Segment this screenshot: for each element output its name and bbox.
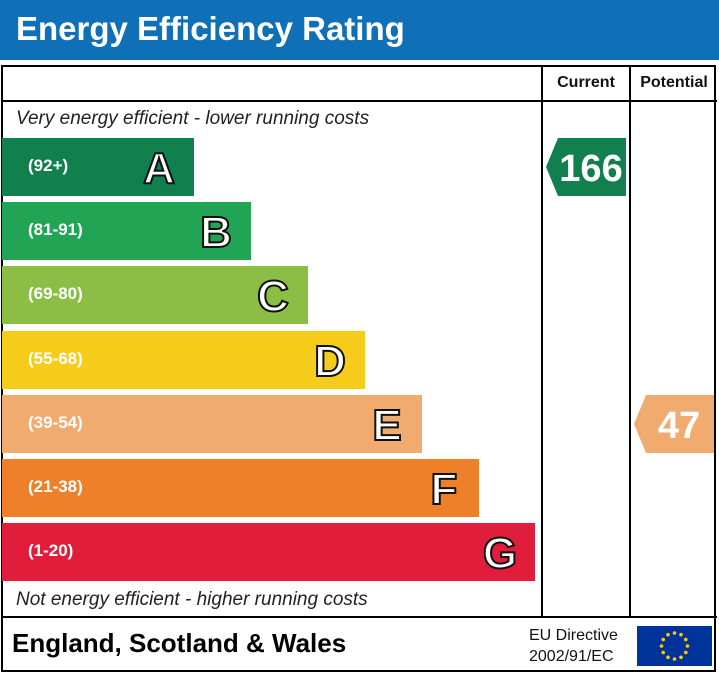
band-range-label: (92+) bbox=[28, 156, 69, 175]
band-letter: D bbox=[307, 331, 353, 389]
rating-band-a: (92+) A bbox=[2, 138, 194, 196]
band-letter: F bbox=[421, 459, 467, 517]
current-column-header: Current bbox=[557, 74, 615, 91]
column-divider bbox=[541, 65, 543, 618]
svg-text:C: C bbox=[257, 272, 289, 321]
band-range-label: (81-91) bbox=[28, 220, 83, 239]
rating-value: 166 bbox=[559, 148, 622, 190]
band-letter: B bbox=[193, 202, 239, 260]
band-range-label: (55-68) bbox=[28, 349, 83, 368]
svg-text:E: E bbox=[372, 401, 401, 450]
page-title: Energy Efficiency Rating bbox=[16, 10, 405, 47]
current-rating-arrow: 166 bbox=[546, 138, 626, 196]
band-range-label: (1-20) bbox=[28, 541, 74, 560]
svg-text:B: B bbox=[200, 208, 232, 257]
rating-band-f: (21-38) F bbox=[2, 459, 479, 517]
footer-divider bbox=[1, 616, 717, 618]
bottom-caption: Not energy efficient - higher running co… bbox=[16, 589, 368, 610]
rating-value: 47 bbox=[658, 405, 700, 447]
svg-text:G: G bbox=[483, 529, 517, 578]
band-letter: A bbox=[136, 138, 182, 196]
band-range-label: (39-54) bbox=[28, 413, 83, 432]
band-letter: G bbox=[477, 523, 523, 581]
top-caption: Very energy efficient - lower running co… bbox=[16, 108, 370, 129]
eu-flag-icon bbox=[637, 626, 712, 666]
potential-rating-arrow: 47 bbox=[634, 395, 714, 453]
rating-band-g: (1-20) G bbox=[2, 523, 535, 581]
band-letter: E bbox=[364, 395, 410, 453]
svg-text:F: F bbox=[431, 465, 458, 514]
svg-text:D: D bbox=[314, 337, 346, 386]
region-label: England, Scotland & Wales bbox=[12, 628, 347, 658]
rating-band-d: (55-68) D bbox=[2, 331, 365, 389]
header-divider bbox=[1, 100, 717, 102]
band-range-label: (21-38) bbox=[28, 477, 83, 496]
band-range-label: (69-80) bbox=[28, 284, 83, 303]
directive-line2: 2002/91/EC bbox=[529, 648, 614, 665]
svg-text:A: A bbox=[143, 144, 175, 193]
directive-line1: EU Directive bbox=[529, 627, 618, 644]
rating-band-c: (69-80) C bbox=[2, 266, 308, 324]
potential-column-header: Potential bbox=[640, 74, 708, 91]
rating-band-b: (81-91) B bbox=[2, 202, 251, 260]
band-letter: C bbox=[250, 266, 296, 324]
title-bar: Energy Efficiency Rating bbox=[0, 0, 719, 60]
rating-band-e: (39-54) E bbox=[2, 395, 422, 453]
column-divider bbox=[629, 65, 631, 618]
